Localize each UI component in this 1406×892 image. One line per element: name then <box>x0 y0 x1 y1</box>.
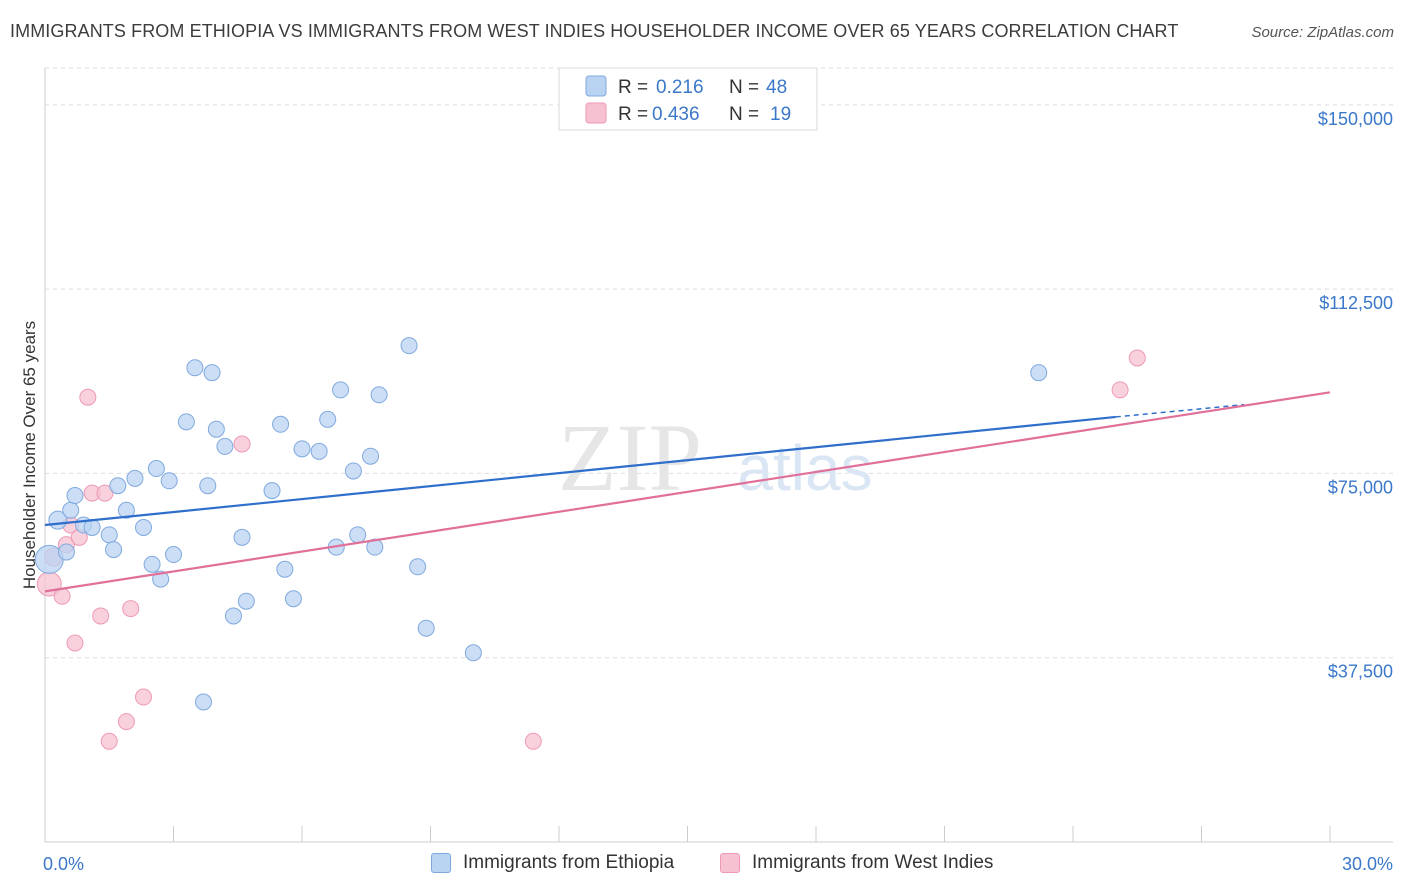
point-series0-17 <box>165 546 182 564</box>
legend-label-ethiopia: Immigrants from Ethiopia <box>463 852 675 873</box>
point-series0-41 <box>370 386 388 404</box>
data-points <box>34 337 1146 750</box>
point-series0-38 <box>349 526 367 544</box>
legend-swatch-ethiopia-bottom <box>431 853 451 873</box>
legend-n-label-westindies: N = <box>729 104 759 125</box>
y-axis-label: Householder Income Over 65 years <box>20 321 39 589</box>
chart-title: IMMIGRANTS FROM ETHIOPIA VS IMMIGRANTS F… <box>10 21 1179 41</box>
x-tick-label-start: 0.0% <box>43 854 84 874</box>
y-tick-label-1: $75,000 <box>1328 477 1393 497</box>
point-series0-32 <box>293 440 311 458</box>
point-series0-20 <box>194 693 212 711</box>
point-series1-7 <box>79 388 97 406</box>
point-series0-42 <box>400 337 418 355</box>
legend-r-value-ethiopia: 0.216 <box>656 77 704 98</box>
point-series0-28 <box>263 482 281 500</box>
point-series1-9 <box>92 607 110 625</box>
legend-n-value-ethiopia: 48 <box>766 77 787 98</box>
y-tick-labels: $37,500 $75,000 $112,500 $150,000 <box>1318 109 1393 682</box>
legend-r-label-ethiopia: R = <box>618 77 648 98</box>
point-series0-9 <box>109 477 127 495</box>
point-series1-18 <box>1128 349 1146 367</box>
source-label: Source: ZipAtlas.com <box>1251 24 1394 41</box>
point-series0-29 <box>272 415 290 433</box>
legend-swatch-ethiopia <box>585 75 607 97</box>
point-series0-31 <box>284 590 302 608</box>
point-series0-14 <box>147 460 165 478</box>
point-series0-16 <box>160 472 178 490</box>
point-series0-11 <box>126 469 144 487</box>
point-series0-8 <box>105 541 123 559</box>
point-series0-30 <box>276 560 294 578</box>
point-series0-44 <box>417 619 435 637</box>
legend-swatch-westindies <box>585 102 607 124</box>
point-series0-33 <box>310 442 328 460</box>
point-series0-26 <box>233 528 251 546</box>
point-series1-5 <box>66 634 84 652</box>
point-series0-22 <box>203 364 221 382</box>
point-series0-19 <box>186 359 204 377</box>
point-series0-18 <box>177 413 195 431</box>
point-series0-23 <box>207 420 225 438</box>
point-series0-24 <box>216 437 234 455</box>
point-series1-14 <box>135 688 153 706</box>
point-series0-21 <box>199 477 217 495</box>
point-series0-45 <box>464 644 482 662</box>
series-legend: Immigrants from Ethiopia Immigrants from… <box>0 852 1406 878</box>
point-series0-40 <box>366 538 384 556</box>
point-series0-10 <box>117 501 135 519</box>
stats-legend: R = 0.216 N = 48 R = 0.436 N = 19 <box>558 67 818 131</box>
legend-n-value-westindies: 19 <box>770 104 791 125</box>
point-series0-37 <box>344 462 362 480</box>
legend-n-label-ethiopia: N = <box>729 77 759 98</box>
point-series1-10 <box>96 484 114 502</box>
legend-swatch-westindies-bottom <box>720 853 740 873</box>
point-series0-13 <box>143 555 161 573</box>
trend-line-ethiopia-extension <box>1115 403 1245 418</box>
legend-item-ethiopia: Immigrants from Ethiopia <box>431 852 674 874</box>
y-tick-label-2: $112,500 <box>1319 293 1393 313</box>
grid-lines <box>45 67 1393 659</box>
point-series0-25 <box>224 607 242 625</box>
point-series0-12 <box>135 518 153 536</box>
point-series0-46 <box>1030 364 1048 382</box>
legend-label-westindies: Immigrants from West Indies <box>752 852 994 873</box>
trend-line-ethiopia <box>44 415 1116 527</box>
point-series0-43 <box>409 558 427 576</box>
point-series1-15 <box>233 435 251 453</box>
point-series0-39 <box>362 447 380 465</box>
legend-item-westindies: Immigrants from West Indies <box>720 852 993 874</box>
axes <box>44 68 1393 843</box>
legend-r-label-westindies: R = <box>618 104 648 125</box>
trend-line-westindies <box>44 391 1331 593</box>
trend-lines <box>44 391 1331 593</box>
point-series1-13 <box>122 600 140 618</box>
point-series1-16 <box>524 732 542 750</box>
point-series0-7 <box>100 526 118 544</box>
point-series1-12 <box>117 713 135 731</box>
point-series0-36 <box>332 381 350 399</box>
point-series1-17 <box>1111 381 1129 399</box>
watermark-zip: ZIP <box>558 404 702 511</box>
x-tick-label-end: 30.0% <box>1342 854 1393 874</box>
point-series0-6 <box>57 543 75 561</box>
point-series0-34 <box>319 410 337 428</box>
point-series0-3 <box>66 487 84 505</box>
point-series1-11 <box>100 732 118 750</box>
point-series0-2 <box>62 501 80 519</box>
y-tick-label-3: $150,000 <box>1318 109 1393 129</box>
y-tick-label-0: $37,500 <box>1328 662 1393 682</box>
legend-r-value-westindies: 0.436 <box>652 104 700 125</box>
point-series0-27 <box>237 592 255 610</box>
